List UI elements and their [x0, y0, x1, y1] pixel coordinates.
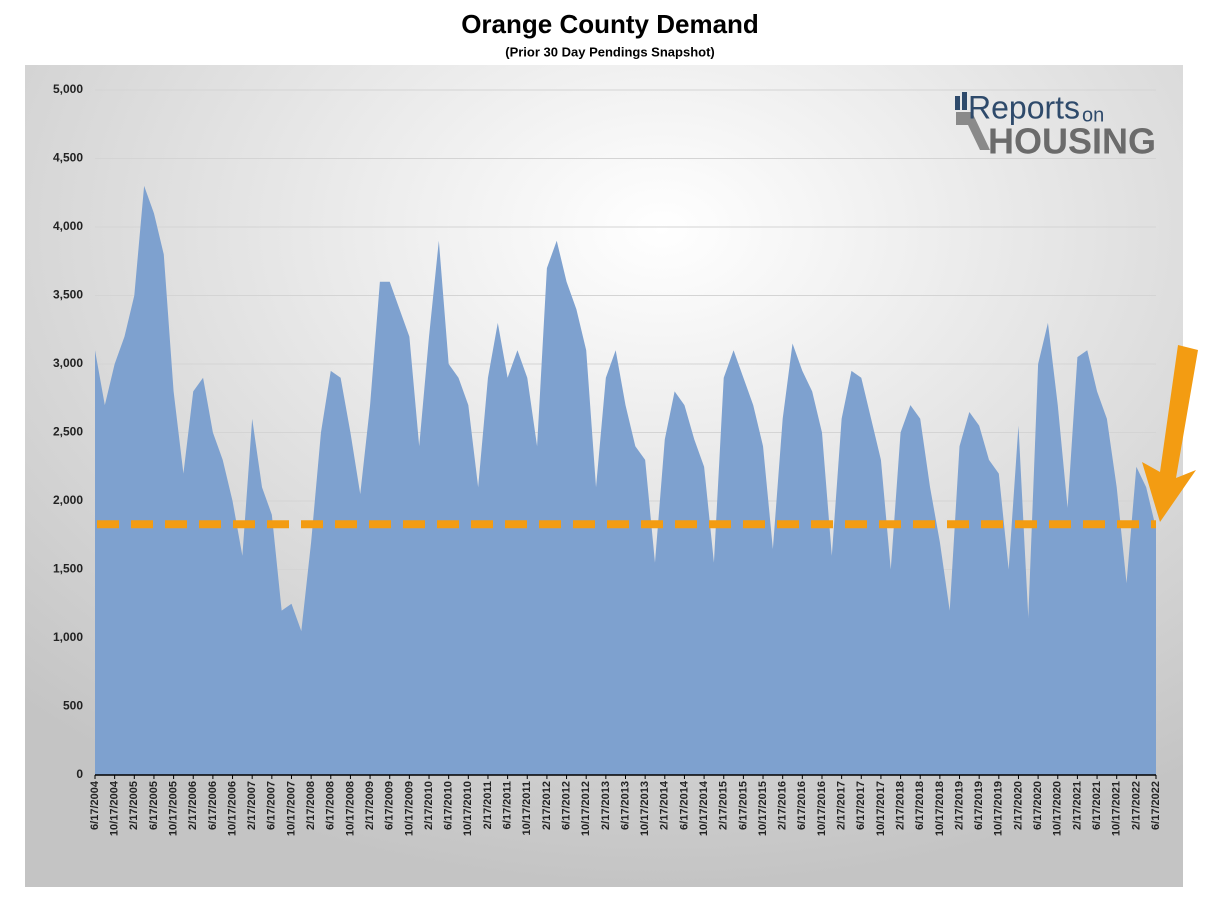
x-tick-label: 2/17/2013 [600, 781, 612, 830]
chart-title: Orange County Demand [461, 9, 759, 39]
x-tick-label: 6/17/2020 [1032, 781, 1044, 830]
x-tick-label: 10/17/2020 [1052, 781, 1064, 836]
x-tick-label: 2/17/2009 [364, 781, 376, 830]
x-tick-label: 6/17/2018 [914, 781, 926, 830]
x-tick-label: 10/17/2015 [757, 781, 769, 836]
x-tick-label: 2/17/2012 [541, 781, 553, 830]
x-tick-label: 10/17/2011 [521, 781, 533, 835]
x-tick-label: 6/17/2017 [855, 781, 867, 830]
x-tick-label: 2/17/2015 [718, 781, 730, 830]
x-tick-label: 6/17/2005 [148, 781, 160, 830]
x-tick-label: 10/17/2004 [109, 780, 121, 836]
area [95, 185, 1156, 775]
x-tick-label: 10/17/2006 [226, 781, 238, 836]
y-tick-label: 0 [76, 767, 83, 781]
x-tick-label: 10/17/2021 [1111, 781, 1123, 836]
chart-subtitle: (Prior 30 Day Pendings Snapshot) [505, 44, 715, 59]
x-tick-label: 2/17/2007 [246, 781, 258, 830]
y-tick-label: 500 [63, 699, 83, 713]
x-tick-label: 6/17/2011 [502, 781, 514, 829]
x-tick-label: 2/17/2014 [659, 780, 671, 830]
logo: Reports on HOUSING [955, 89, 1156, 162]
y-tick-label: 4,000 [53, 219, 83, 233]
x-tick-label: 10/17/2019 [993, 781, 1005, 836]
y-tick-label: 1,000 [53, 630, 83, 644]
x-tick-label: 2/17/2008 [305, 781, 317, 830]
x-tick-label: 6/17/2004 [89, 780, 101, 830]
logo-text: on [1082, 104, 1104, 126]
x-tick-label: 6/17/2007 [266, 781, 278, 830]
y-tick-label: 2,000 [53, 493, 83, 507]
y-tick-label: 3,000 [53, 356, 83, 370]
x-tick-label: 6/17/2008 [325, 781, 337, 830]
x-tick-label: 6/17/2013 [619, 781, 631, 830]
x-tick-label: 2/17/2011 [482, 781, 494, 829]
logo-icon [955, 96, 960, 110]
x-tick-label: 6/17/2019 [973, 781, 985, 830]
x-tick-label: 10/17/2016 [816, 781, 828, 836]
y-tick-label: 5,000 [53, 82, 83, 96]
x-tick-label: 2/17/2020 [1012, 781, 1024, 830]
x-tick-label: 10/17/2008 [344, 781, 356, 836]
x-tick-label: 6/17/2014 [678, 780, 690, 830]
y-tick-label: 2,500 [53, 425, 83, 439]
x-tick-label: 10/17/2010 [462, 781, 474, 836]
x-tick-label: 10/17/2005 [167, 781, 179, 836]
x-tick-label: 2/17/2006 [187, 781, 199, 830]
logo-text: Reports [968, 89, 1080, 125]
x-tick-label: 2/17/2018 [894, 781, 906, 830]
x-tick-label: 2/17/2019 [953, 781, 965, 830]
x-tick-label: 2/17/2005 [128, 781, 140, 830]
logo-icon [956, 112, 990, 150]
y-tick-label: 1,500 [53, 562, 83, 576]
x-tick-label: 10/17/2012 [580, 781, 592, 836]
x-tick-label: 10/17/2014 [698, 780, 710, 836]
x-tick-label: 6/17/2010 [443, 781, 455, 830]
logo-icon [962, 92, 967, 110]
x-tick-label: 6/17/2015 [737, 781, 749, 830]
logo-text: HOUSING [988, 121, 1156, 162]
arrow [1142, 345, 1198, 522]
x-tick-label: 2/17/2022 [1130, 781, 1142, 830]
y-tick-label: 4,500 [53, 151, 83, 165]
x-tick-label: 2/17/2021 [1071, 781, 1083, 830]
x-tick-label: 2/17/2010 [423, 781, 435, 830]
x-tick-label: 6/17/2009 [384, 781, 396, 830]
x-tick-label: 6/17/2016 [796, 781, 808, 830]
x-tick-label: 6/17/2012 [560, 781, 572, 830]
x-tick-label: 6/17/2006 [207, 781, 219, 830]
x-tick-label: 10/17/2013 [639, 781, 651, 836]
x-tick-label: 10/17/2018 [934, 781, 946, 836]
y-tick-label: 3,500 [53, 288, 83, 302]
x-tick-label: 6/17/2022 [1150, 781, 1162, 830]
x-tick-label: 10/17/2007 [285, 781, 297, 836]
x-tick-label: 10/17/2009 [403, 781, 415, 836]
x-tick-label: 2/17/2016 [777, 781, 789, 830]
x-tick-label: 6/17/2021 [1091, 781, 1103, 830]
x-tick-label: 2/17/2017 [836, 781, 848, 830]
x-tick-label: 10/17/2017 [875, 781, 887, 836]
